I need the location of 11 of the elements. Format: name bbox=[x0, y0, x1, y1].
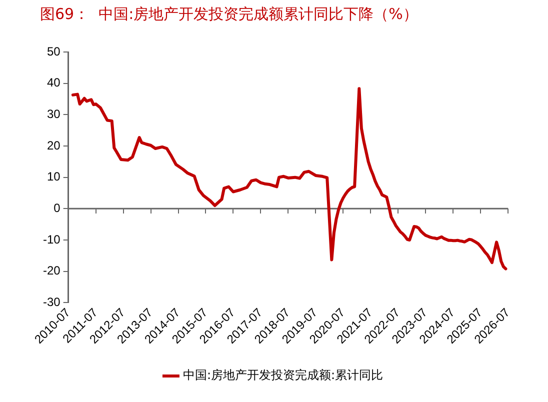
y-tick-label: -30 bbox=[43, 294, 61, 309]
legend-label: 中国:房地产开发投资完成额:累计同比 bbox=[182, 368, 384, 382]
y-tick-label: 30 bbox=[46, 106, 61, 121]
y-tick-label: 0 bbox=[54, 200, 61, 215]
y-tick-label: 10 bbox=[46, 170, 61, 184]
y-tick-label: 50 bbox=[46, 44, 61, 58]
y-tick-label: 40 bbox=[46, 76, 61, 90]
y-tick-label: -10 bbox=[43, 232, 61, 246]
y-tick-label: -20 bbox=[43, 264, 61, 278]
chart-title: 图69： 中国:房地产开发投资完成额累计同比下降（%） bbox=[40, 4, 418, 23]
y-tick-label: 20 bbox=[46, 138, 61, 152]
